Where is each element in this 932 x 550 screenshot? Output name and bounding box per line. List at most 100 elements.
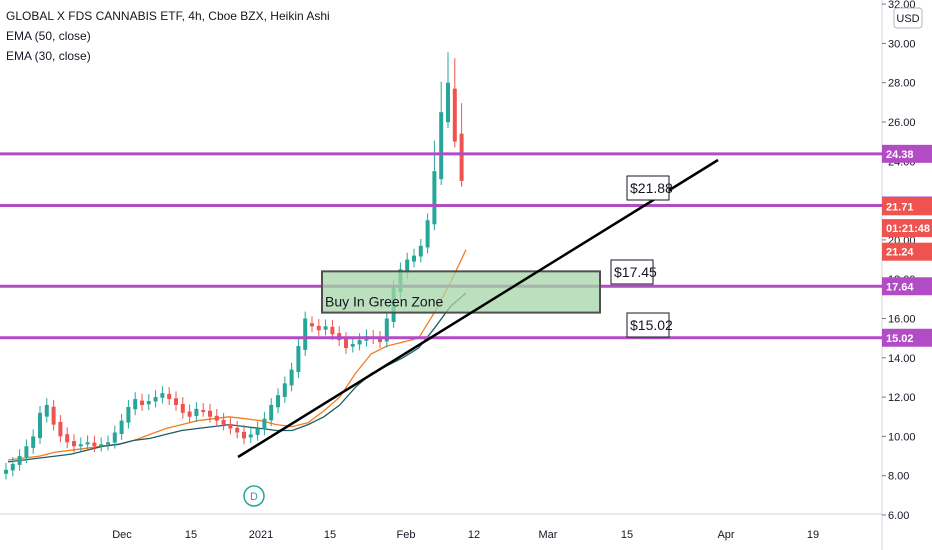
candle-body bbox=[187, 411, 192, 417]
candle-body bbox=[228, 423, 233, 429]
y-tick-label: 8.00 bbox=[888, 471, 909, 483]
candle-body bbox=[133, 399, 138, 410]
buy-zone[interactable]: Buy In Green Zone bbox=[321, 270, 601, 314]
y-tick-label: 12.00 bbox=[888, 392, 916, 404]
dividend-marker-circle[interactable] bbox=[243, 485, 265, 507]
candle-body bbox=[432, 171, 437, 225]
y-tick-label: 6.00 bbox=[888, 510, 909, 522]
candle-body bbox=[58, 421, 63, 437]
candle-body bbox=[310, 323, 314, 327]
candle-body bbox=[10, 463, 15, 471]
candle-body bbox=[357, 340, 362, 345]
y-tick-label: 10.00 bbox=[888, 431, 916, 443]
x-tick-label: 12 bbox=[468, 529, 480, 541]
candle-body bbox=[282, 383, 287, 397]
x-axis[interactable]: Dec 15 2021 15 Feb 12 Mar 15 Apr 19 bbox=[112, 529, 819, 541]
candle-body bbox=[330, 326, 335, 335]
x-tick-label: Apr bbox=[717, 529, 734, 541]
grid-lines bbox=[0, 0, 883, 550]
candle-body bbox=[303, 318, 308, 350]
x-tick-label: 15 bbox=[324, 529, 336, 541]
candle-body bbox=[296, 346, 301, 372]
ema30-line bbox=[7, 249, 467, 461]
price-pill[interactable] bbox=[882, 219, 932, 238]
candle-body bbox=[194, 408, 199, 416]
candle-body bbox=[99, 444, 104, 447]
price-callout-label: $17.45 bbox=[614, 264, 657, 280]
y-tick-label: 28.00 bbox=[888, 78, 916, 90]
candle-body bbox=[425, 220, 430, 248]
legend-ema50: EMA (50, close) bbox=[6, 29, 91, 43]
candle-body bbox=[384, 318, 389, 342]
candle-body bbox=[439, 112, 444, 180]
price-pill[interactable] bbox=[882, 242, 932, 261]
x-tick-label: Dec bbox=[112, 529, 132, 541]
candle-body bbox=[221, 419, 226, 425]
y-axis[interactable]: 6.008.0010.0012.0014.0016.0018.0020.0022… bbox=[882, 0, 932, 522]
candle-body bbox=[92, 442, 97, 447]
dividend-marker[interactable]: D bbox=[243, 485, 265, 507]
legend-ema30: EMA (30, close) bbox=[6, 49, 91, 63]
candle-body bbox=[78, 444, 83, 447]
candle-body bbox=[38, 412, 42, 439]
price-pill-label: 24.38 bbox=[886, 149, 914, 161]
y-tick-label: 26.00 bbox=[888, 117, 916, 129]
x-tick-label: 19 bbox=[807, 529, 819, 541]
buy-zone-rect[interactable] bbox=[321, 270, 601, 314]
chart-legend: GLOBAL X FDS CANNABIS ETF, 4h, Cboe BZX,… bbox=[6, 6, 330, 66]
candle-body bbox=[255, 428, 260, 435]
candle-body bbox=[350, 344, 355, 347]
price-pill[interactable] bbox=[882, 277, 932, 296]
candle-body bbox=[208, 410, 212, 417]
candle-body bbox=[405, 259, 410, 273]
price-callouts[interactable]: $21.88 $17.45 $15.02 bbox=[610, 175, 673, 338]
price-pill-label: 01:21:48 bbox=[886, 223, 930, 235]
candle-body bbox=[44, 404, 49, 417]
x-tick-label: 2021 bbox=[249, 529, 273, 541]
candle-body bbox=[126, 406, 131, 423]
y-tick-label: 16.00 bbox=[888, 314, 916, 326]
y-tick-label: 32.00 bbox=[888, 0, 916, 11]
candle-body bbox=[112, 432, 117, 443]
x-tick-label: Feb bbox=[397, 529, 416, 541]
price-pill-label: 21.71 bbox=[886, 201, 914, 213]
dividend-marker-label: D bbox=[250, 491, 258, 503]
candle-body bbox=[344, 339, 348, 348]
candle-body bbox=[201, 409, 206, 412]
candle-body bbox=[378, 337, 382, 343]
candle-body bbox=[24, 446, 29, 458]
candle-body bbox=[276, 395, 280, 408]
x-tick-label: 15 bbox=[621, 529, 633, 541]
candle-body bbox=[289, 369, 294, 386]
y-tick-label: 14.00 bbox=[888, 353, 916, 365]
candle-body bbox=[418, 245, 423, 257]
price-callout-label: $21.88 bbox=[630, 180, 673, 196]
price-callout-box[interactable] bbox=[610, 259, 654, 285]
y-tick-label: 30.00 bbox=[888, 38, 916, 50]
candle-body bbox=[17, 456, 22, 465]
candle-body bbox=[72, 441, 76, 447]
price-pill-label: 21.24 bbox=[886, 247, 914, 259]
currency-label: USD bbox=[896, 13, 919, 25]
candle-body bbox=[65, 434, 70, 443]
candle-body bbox=[242, 431, 246, 439]
candle-body bbox=[248, 434, 253, 438]
candle-body bbox=[316, 325, 321, 331]
price-callout-label: $15.02 bbox=[630, 317, 673, 333]
price-callout-box[interactable] bbox=[626, 312, 670, 338]
price-callout-box[interactable] bbox=[626, 175, 670, 201]
legend-title: GLOBAL X FDS CANNABIS ETF, 4h, Cboe BZX,… bbox=[6, 9, 330, 23]
candle-body bbox=[323, 326, 328, 330]
candle-body bbox=[160, 393, 165, 398]
price-pill[interactable] bbox=[882, 328, 932, 347]
x-tick-label: 15 bbox=[185, 529, 197, 541]
price-pill[interactable] bbox=[882, 144, 932, 163]
price-pill-label: 17.64 bbox=[886, 281, 914, 293]
price-pill[interactable] bbox=[882, 197, 932, 216]
trendline[interactable] bbox=[237, 158, 719, 459]
candle-body bbox=[214, 415, 219, 421]
currency-box[interactable] bbox=[893, 7, 923, 29]
candle-body bbox=[412, 255, 416, 262]
candle-body bbox=[459, 133, 464, 181]
